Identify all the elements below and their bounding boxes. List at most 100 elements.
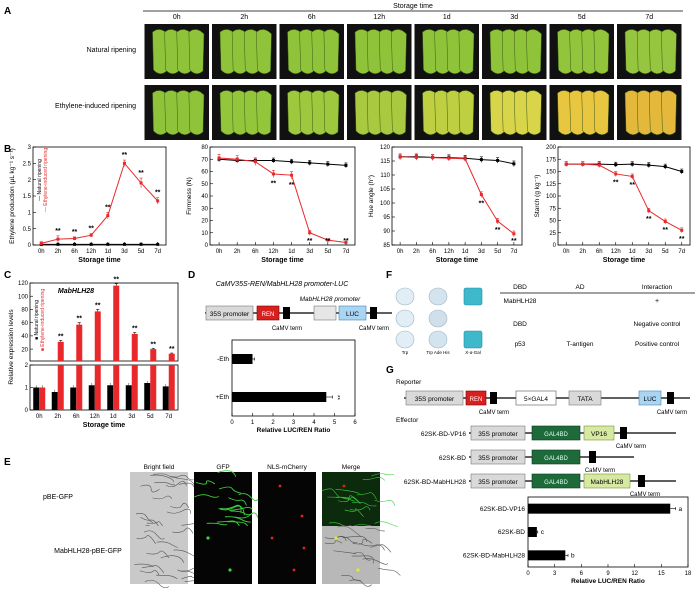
effector-mab-35s-label: 35S promoter: [478, 479, 518, 486]
tata-label: TATA: [577, 396, 593, 403]
reporter-luc-label: LUC: [643, 396, 656, 403]
cell-outline: [365, 528, 385, 532]
35s-promoter-box: [205, 305, 254, 321]
cell-outline: [356, 492, 377, 500]
gfp-nucleus: [206, 536, 210, 540]
x-tick-label: 5d: [324, 249, 331, 255]
data-point-ethylene: [106, 214, 110, 218]
y-tick-label: 75: [549, 206, 556, 212]
y-tick-label: 0.5: [23, 227, 32, 233]
legend-natural: — Natural ripening: [37, 159, 43, 201]
reporter-camv-label-1: CaMV term: [479, 410, 509, 416]
gal4-label: 5×GAL4: [524, 396, 548, 403]
banana-finger: [458, 29, 475, 74]
banana-photo-0-3d: [482, 24, 547, 79]
reporter-ren-box: [465, 390, 487, 406]
cell-outline: [218, 505, 245, 516]
cell-outline: [349, 579, 372, 587]
time-label-5d: 5d: [578, 14, 586, 21]
category-label: 62SK-BD-MabHLH28: [463, 553, 526, 560]
time-label-3d: 3d: [510, 14, 518, 21]
time-label-6h: 6h: [308, 14, 316, 21]
row-label-ethylene: Ethylene-induced ripening: [55, 103, 136, 110]
x-tick-label: 12h: [90, 414, 100, 420]
y-tick-label: 110: [380, 173, 390, 179]
yeast-spot: [395, 309, 415, 328]
cell-outline: [194, 494, 219, 498]
bar-ethylene-lower: [131, 365, 138, 410]
cell-outline: [156, 574, 178, 580]
mabhlh28-promoter-label: MabHLH28 promoter: [300, 296, 362, 303]
panel-letter-b: B: [4, 144, 11, 155]
y-axis-label: Firmness (N): [186, 177, 193, 215]
effector-mab-camv-box: [638, 475, 645, 487]
x-tick-label: 18: [685, 571, 692, 577]
effector-bd-35s-box: [470, 449, 526, 465]
vp16-label: VP16: [591, 431, 607, 438]
banana-finger: [256, 90, 272, 135]
x-tick-label: 6h: [73, 414, 80, 420]
data-point-ethylene: [597, 163, 601, 167]
cell-outline: [374, 521, 398, 527]
cell-outline: [160, 555, 184, 563]
data-point-ethylene: [253, 160, 257, 164]
plot-frame: [391, 146, 523, 246]
ren-label: REN: [262, 312, 275, 318]
effector-mab-35s-box: [470, 473, 526, 489]
effector-mab-gal4bd-box: [531, 473, 581, 489]
camv-term-box-2: [370, 307, 377, 319]
x-tick-label: 7d: [678, 249, 685, 255]
reporter-luc-box: [638, 390, 662, 406]
x-tick-label: 1d: [110, 414, 117, 420]
bar: [232, 392, 327, 402]
effector-mab-name: 62SK-BD-MabHLH28: [404, 479, 467, 486]
cell-outline: [370, 544, 392, 553]
banana-photo-0-5d: [549, 24, 614, 79]
cell-outline: [349, 506, 371, 511]
bar-ethylene-upper: [131, 333, 138, 361]
series-line-natural: [400, 156, 514, 165]
vp16-box: [583, 425, 615, 441]
data-point-ethylene: [496, 219, 500, 223]
effector-bd-gal4bd-label: GAL4BD: [544, 456, 568, 462]
cell-outline: [136, 535, 156, 544]
cell-outline: [229, 507, 253, 512]
table-row3-dbd: p53: [515, 341, 526, 348]
yeast-spot: [428, 309, 448, 328]
y-tick-label: 120: [18, 281, 29, 287]
y-axis-label: Starch (g kg⁻¹): [534, 175, 541, 218]
x-tick-label: 1d: [104, 249, 111, 255]
bar-natural-lower: [51, 392, 58, 410]
cell-outline: [217, 470, 237, 477]
data-point-ethylene: [56, 237, 60, 241]
row-label-natural: Natural ripening: [87, 47, 137, 54]
data-point-natural: [156, 242, 160, 246]
row-label-mabhlh28-pbe-gfp: MabHLH28-pBE-GFP: [54, 548, 122, 555]
x-tick-label: 6h: [429, 249, 436, 255]
y-tick-label: 30: [201, 206, 208, 212]
cell-outline: [150, 474, 175, 483]
data-point-natural: [308, 161, 312, 165]
time-label-0h: 0h: [173, 14, 181, 21]
reporter-label: Reporter: [396, 379, 422, 386]
data-point-ethylene: [614, 172, 618, 176]
camv-term-box-1: [283, 307, 290, 319]
banana-finger: [188, 29, 205, 74]
chart-title: MabHLH28: [58, 288, 94, 295]
bar: [232, 354, 253, 364]
bar-natural-lower: [70, 387, 77, 410]
category-label: +Eth: [215, 394, 229, 401]
data-point-natural: [630, 162, 634, 166]
data-point-ethylene: [89, 233, 93, 237]
y-tick-label: 150: [546, 170, 557, 176]
significance-mark: **: [646, 216, 652, 223]
mcherry-nucleus: [302, 546, 306, 550]
y-tick-label: 2: [28, 178, 32, 184]
data-point-ethylene: [271, 172, 275, 176]
plot-frame: [32, 146, 167, 246]
panel-letter-a: A: [4, 6, 11, 17]
cell-outline: [134, 563, 154, 568]
y-tick-label: 2: [25, 363, 29, 369]
x-tick-label: 0h: [38, 249, 45, 255]
micrograph-pBE-GFP-GFP: [194, 470, 259, 536]
